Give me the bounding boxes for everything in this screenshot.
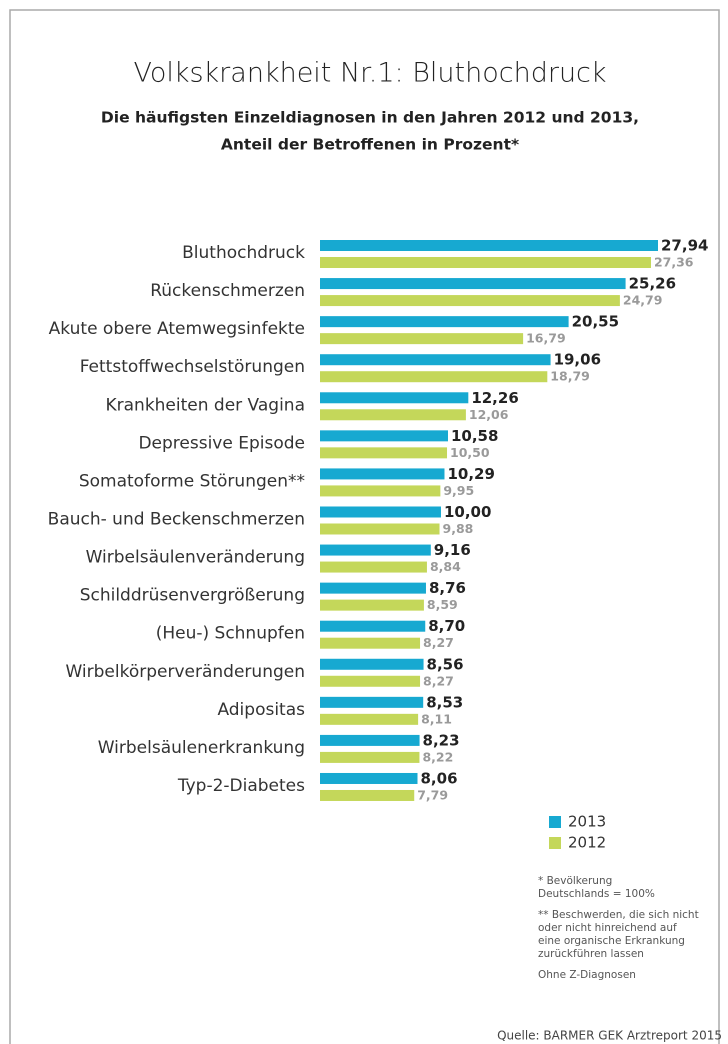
category-label: Krankheiten der Vagina: [105, 395, 305, 415]
value-label: 8,27: [423, 635, 454, 650]
footnote: Ohne Z-Diagnosen: [538, 969, 636, 981]
subtitle: Die häufigsten Einzeldiagnosen in den Ja…: [101, 109, 639, 127]
category-label: Bauch- und Beckenschmerzen: [48, 509, 305, 529]
footnote: * Bevölkerung: [538, 875, 612, 887]
category-label: Typ-2-Diabetes: [177, 776, 305, 796]
chart-title: Volkskrankheit Nr.1: Bluthochdruck: [133, 58, 606, 89]
category-label: Rückenschmerzen: [150, 281, 305, 301]
bar: [320, 751, 420, 763]
category-label: Adipositas: [217, 700, 305, 720]
value-label: 9,16: [434, 541, 471, 559]
bar: [320, 772, 418, 784]
legend-swatch: [549, 816, 561, 828]
category-label: (Heu-) Schnupfen: [156, 624, 305, 644]
bar: [320, 278, 626, 290]
value-label: 8,70: [428, 617, 465, 635]
source: Quelle: BARMER GEK Arztreport 2015: [497, 1029, 722, 1043]
bar: [320, 409, 466, 421]
bar: [320, 734, 420, 746]
category-label: Bluthochdruck: [182, 243, 305, 263]
value-label: 9,88: [443, 521, 474, 536]
footnote: zurückführen lassen: [538, 948, 644, 960]
legend-swatch: [549, 837, 561, 849]
bar: [320, 371, 548, 383]
value-label: 10,58: [451, 427, 498, 445]
bar: [320, 582, 426, 594]
value-label: 8,53: [426, 693, 463, 711]
bar: [320, 789, 415, 801]
value-label: 8,27: [423, 673, 454, 688]
value-label: 10,29: [447, 465, 494, 483]
category-label: Somatoforme Störungen**: [79, 471, 305, 491]
value-label: 8,84: [430, 559, 461, 574]
footnote: oder nicht hinreichend auf: [538, 922, 677, 934]
bar: [320, 523, 440, 535]
value-label: 8,76: [429, 579, 466, 597]
value-label: 24,79: [623, 293, 663, 308]
bar: [320, 392, 469, 404]
value-label: 27,36: [654, 255, 694, 270]
footnote: eine organische Erkrankung: [538, 935, 685, 947]
value-label: 25,26: [629, 275, 676, 293]
bar: [320, 295, 620, 307]
bar: [320, 637, 421, 649]
category-label: Wirbelkörperveränderungen: [65, 662, 305, 682]
value-label: 27,94: [661, 237, 708, 255]
legend-label: 2012: [568, 834, 606, 852]
bar: [320, 240, 658, 251]
bar: [320, 447, 448, 459]
value-label: 8,06: [421, 769, 458, 787]
value-label: 8,59: [427, 597, 458, 612]
value-label: 8,22: [422, 749, 453, 764]
subtitle: Anteil der Betroffenen in Prozent*: [221, 136, 519, 154]
bar: [320, 658, 424, 670]
value-label: 12,06: [469, 407, 509, 422]
bar: [320, 333, 524, 345]
bar: [320, 468, 445, 480]
frame: [9, 9, 720, 1044]
bar: [320, 561, 427, 573]
value-label: 8,56: [427, 655, 464, 673]
value-label: 8,11: [421, 711, 452, 726]
value-label: 12,26: [471, 389, 518, 407]
category-label: Fettstoffwechselstörungen: [80, 357, 305, 377]
value-label: 16,79: [526, 331, 566, 346]
bar: [320, 675, 421, 687]
bar: [320, 316, 569, 328]
value-label: 20,55: [572, 313, 619, 331]
value-label: 18,79: [550, 369, 590, 384]
bar: [320, 544, 431, 556]
value-label: 19,06: [554, 351, 601, 369]
legend-label: 2013: [568, 813, 606, 831]
bar: [320, 599, 424, 611]
value-label: 7,79: [417, 787, 448, 802]
value-label: 9,95: [443, 483, 474, 498]
value-label: 10,50: [450, 445, 490, 460]
bar: [320, 713, 419, 725]
bar: [320, 620, 426, 632]
bar: [320, 506, 441, 518]
category-label: Wirbelsäulenerkrankung: [98, 738, 305, 758]
value-label: 10,00: [444, 503, 491, 521]
value-label: 8,23: [423, 731, 460, 749]
bar: [320, 430, 448, 442]
bar: [320, 696, 424, 708]
category-label: Schilddrüsenvergrößerung: [80, 586, 305, 606]
category-label: Akute obere Atemwegsinfekte: [49, 319, 305, 339]
footnote: Deutschlands = 100%: [538, 888, 655, 900]
footnote: ** Beschwerden, die sich nicht: [538, 909, 699, 921]
category-label: Depressive Episode: [138, 433, 305, 453]
bar: [320, 354, 551, 366]
bar: [320, 257, 651, 268]
bar: [320, 485, 441, 497]
category-label: Wirbelsäulenveränderung: [86, 548, 305, 568]
